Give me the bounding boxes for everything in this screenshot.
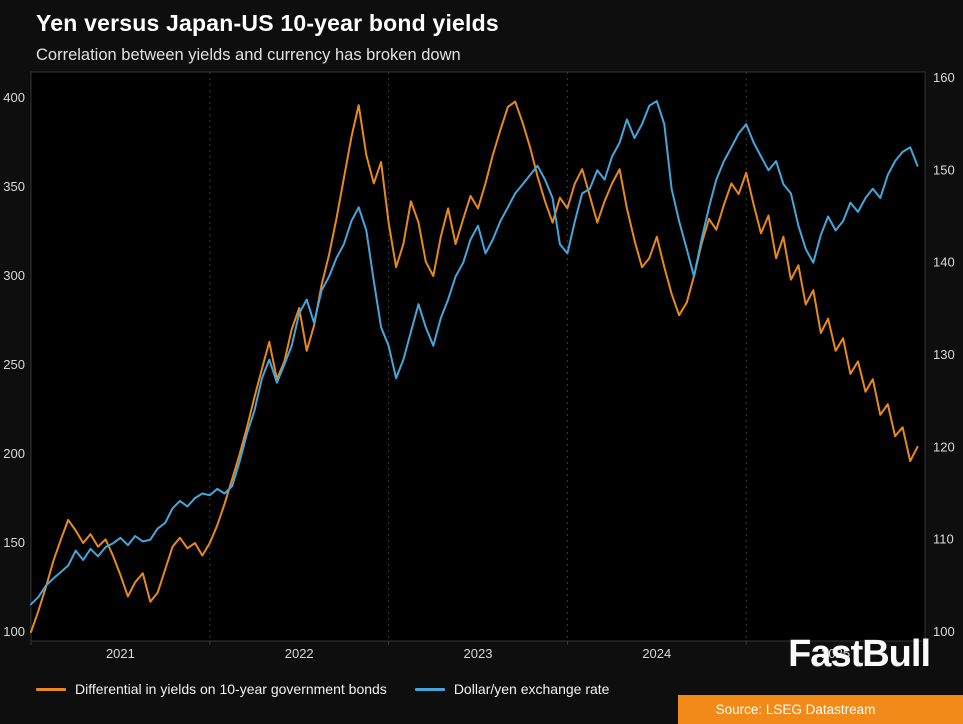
legend: Differential in yields on 10-year govern…: [36, 678, 609, 700]
series-line-exchange-rate: [30, 100, 919, 606]
svg-text:2022: 2022: [285, 646, 314, 661]
svg-text:100: 100: [3, 624, 25, 639]
svg-text:350: 350: [3, 179, 25, 194]
svg-text:150: 150: [3, 535, 25, 550]
svg-text:140: 140: [933, 255, 955, 270]
svg-text:110: 110: [933, 532, 954, 547]
svg-text:2023: 2023: [464, 646, 493, 661]
source-badge: Source: LSEG Datastream: [678, 695, 963, 724]
svg-text:400: 400: [3, 90, 25, 105]
svg-text:200: 200: [3, 446, 25, 461]
series-line-yield-differential: [30, 100, 919, 633]
chart-subtitle: Correlation between yields and currency …: [36, 46, 461, 64]
legend-swatch-exchange-rate: [414, 687, 445, 691]
legend-item-exchange-rate: Dollar/yen exchange rate: [414, 681, 610, 697]
legend-swatch-yield-differential: [36, 687, 66, 691]
svg-text:150: 150: [933, 162, 955, 177]
svg-text:120: 120: [933, 439, 955, 454]
legend-item-yield-differential: Differential in yields on 10-year govern…: [36, 681, 387, 697]
legend-label-yield-differential: Differential in yields on 10-year govern…: [75, 681, 387, 697]
svg-text:2025: 2025: [821, 646, 850, 661]
legend-label-exchange-rate: Dollar/yen exchange rate: [453, 681, 610, 697]
svg-text:100: 100: [933, 624, 955, 639]
svg-text:2021: 2021: [106, 646, 135, 661]
svg-text:250: 250: [3, 357, 25, 372]
chart-title: Yen versus Japan-US 10-year bond yields: [36, 10, 499, 36]
fastbull-logo: FastBull: [788, 633, 931, 675]
svg-text:160: 160: [933, 70, 955, 85]
svg-text:130: 130: [933, 347, 955, 362]
svg-text:300: 300: [3, 268, 25, 283]
svg-text:2024: 2024: [642, 646, 671, 661]
